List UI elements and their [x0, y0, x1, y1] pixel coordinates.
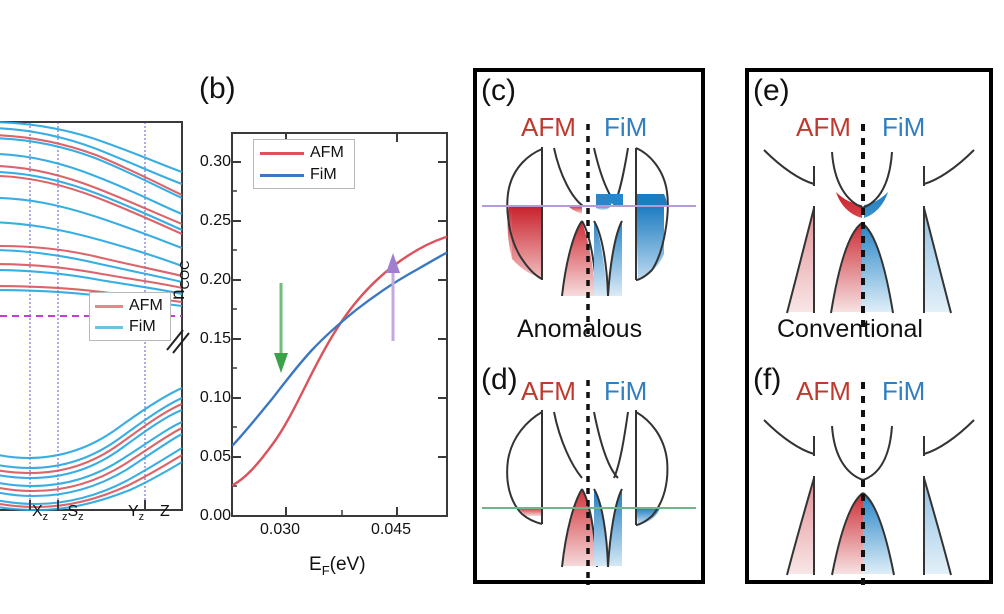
panel-a-legend-swatch-afm: [95, 304, 123, 308]
kpoint-label-y: Yz: [128, 503, 144, 523]
kpoint-x-text: X: [32, 503, 43, 520]
kpoint-y-text: Y: [128, 503, 139, 520]
panel-b-legend-swatch-afm: [260, 151, 304, 155]
panel-c-fim-label: FiM: [604, 112, 648, 142]
panel-b-legend-label-afm: AFM: [310, 144, 344, 161]
kpoint-z-text: Z: [160, 503, 170, 520]
panel-a-legend-label-fim: FiM: [129, 318, 156, 335]
panel-b-plot: [231, 132, 448, 517]
panel-b-legend-swatch-fim: [260, 173, 304, 177]
xtick-0030: 0.030: [260, 521, 301, 538]
panel-c-letter: (c): [481, 74, 516, 107]
panel-b-legend-item-afm: AFM: [260, 144, 344, 162]
panel-b-xlabel: EF(eV): [309, 554, 366, 578]
panel-b-legend-label-fim: FiM: [310, 166, 337, 183]
ytick-030: 0.30: [199, 153, 231, 170]
panel-d-afm-label: AFM: [521, 376, 576, 406]
panel-a-legend-item-fim: FiM: [95, 318, 163, 336]
ytick-000: 0.00: [199, 507, 231, 524]
ytick-025: 0.25: [199, 212, 231, 229]
kpoint-label-s: zSz: [62, 503, 84, 523]
ytick-015: 0.15: [199, 330, 231, 347]
panel-e-letter: (e): [753, 74, 790, 107]
panel-f-letter: (f): [753, 363, 782, 396]
kpoint-label-x: Xz: [32, 503, 48, 523]
panel-e-afm-label: AFM: [796, 112, 851, 142]
panel-a-legend-item-afm: AFM: [95, 297, 163, 315]
kpoint-s-text: S: [67, 503, 79, 520]
panel-e-fim-label: FiM: [882, 112, 926, 142]
panel-e-caption: Conventional: [777, 315, 923, 343]
panel-f-afm-label: AFM: [796, 376, 851, 406]
panel-a-legend-label-afm: AFM: [129, 297, 163, 314]
axis-break-marker: [166, 329, 190, 354]
panel-d-schematic: [482, 380, 696, 585]
kpoint-y-sub: z: [138, 511, 145, 524]
kpoint-x-sub: z: [42, 511, 49, 524]
kpoint-s-presub: z: [62, 511, 68, 524]
panel-b-xlabel-sub: F: [321, 562, 330, 578]
xtick-0045: 0.045: [371, 521, 412, 538]
panel-e-schematic: [763, 124, 975, 328]
panel-c-caption: Anomalous: [517, 315, 643, 343]
kpoint-s-sub: z: [78, 511, 84, 524]
kpoint-label-z: Z: [160, 503, 170, 521]
series-fim-curve: [231, 251, 448, 447]
panel-f-schematic: [763, 382, 975, 588]
panel-c-afm-label: AFM: [521, 112, 576, 142]
panel-f-fim-label: FiM: [882, 376, 926, 406]
panel-c-schematic: [482, 124, 696, 336]
panel-b-legend-item-fim: FiM: [260, 166, 344, 184]
panel-a-legend: AFM FiM: [89, 292, 171, 341]
green-down-arrow: [274, 283, 288, 373]
ytick-020: 0.20: [199, 271, 231, 288]
purple-up-arrow: [386, 253, 400, 341]
panel-a-legend-swatch-fim: [95, 325, 123, 329]
ytick-005: 0.05: [199, 448, 231, 465]
ytick-010: 0.10: [199, 389, 231, 406]
panel-d-fim-label: FiM: [604, 376, 648, 406]
panel-d-letter: (d): [481, 363, 518, 396]
panel-b-legend: AFM FiM: [253, 139, 355, 189]
panel-b-letter: (b): [199, 72, 236, 105]
